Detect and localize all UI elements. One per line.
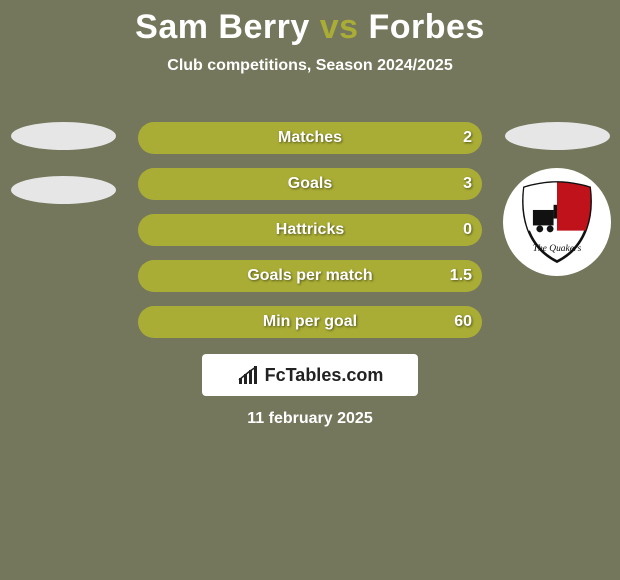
title-player2: Forbes	[368, 8, 484, 46]
title-player1: Sam Berry	[135, 8, 310, 46]
stat-bar-label: Goals per match	[247, 267, 372, 285]
title-vs: vs	[320, 8, 359, 46]
bar-chart-icon	[237, 364, 263, 386]
stat-bar: Goals per match 1.5	[138, 260, 482, 292]
stat-bar-value-right: 3	[463, 175, 472, 193]
stat-bar-label: Goals	[288, 175, 332, 193]
subtitle: Club competitions, Season 2024/2025	[0, 57, 620, 75]
stat-bar-label: Min per goal	[263, 313, 357, 331]
shield-icon: The Quakers	[514, 179, 600, 265]
brand-badge: FcTables.com	[202, 354, 418, 396]
brand-text: FcTables.com	[265, 365, 384, 386]
date-label: 11 february 2025	[247, 410, 372, 428]
stat-bar: Goals 3	[138, 168, 482, 200]
page-title: Sam Berry vs Forbes	[0, 0, 620, 47]
right-player-column: The Quakers	[502, 122, 612, 276]
stat-bar-label: Hattricks	[276, 221, 344, 239]
stat-bars: Matches 2 Goals 3 Hattricks 0 Goals per match 1…	[138, 122, 482, 338]
player-avatar-placeholder	[11, 122, 116, 150]
left-player-column	[8, 122, 118, 204]
stat-bar: Matches 2	[138, 122, 482, 154]
stat-bar-value-right: 1.5	[450, 267, 472, 285]
club-badge-the-quakers: The Quakers	[503, 168, 611, 276]
club-badge-placeholder	[11, 176, 116, 204]
player-avatar-placeholder	[505, 122, 610, 150]
stat-bar-value-right: 60	[454, 313, 472, 331]
stat-bar: Min per goal 60	[138, 306, 482, 338]
stat-bar-value-right: 2	[463, 129, 472, 147]
stat-bar: Hattricks 0	[138, 214, 482, 246]
stat-bar-value-right: 0	[463, 221, 472, 239]
svg-text:The Quakers: The Quakers	[533, 244, 582, 254]
stat-bar-label: Matches	[278, 129, 342, 147]
